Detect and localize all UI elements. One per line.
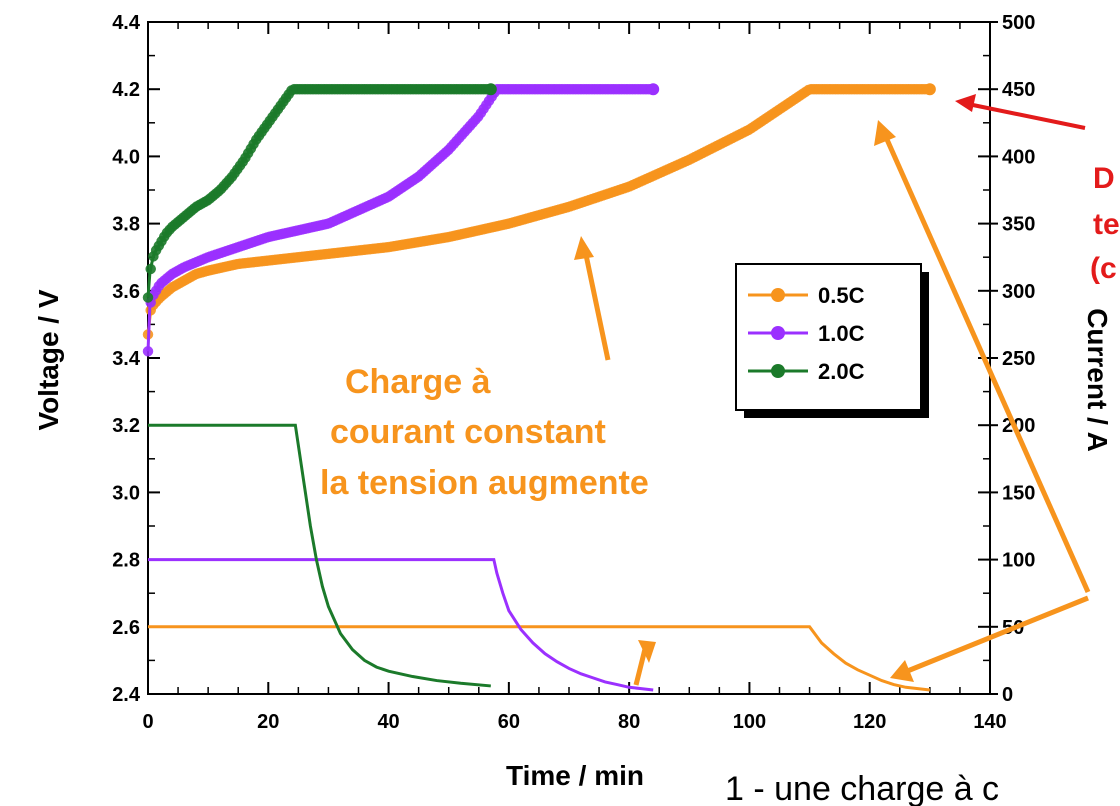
x-tick-label: 80 — [618, 711, 640, 733]
current-line-2_0C — [148, 423, 491, 688]
x-tick-label: 120 — [853, 711, 886, 733]
current-line-0_5C — [148, 625, 931, 692]
x-tick-label: 60 — [498, 711, 520, 733]
bottom-caption: 1 - une charge à c — [725, 770, 999, 806]
arrow-cv-voltage — [882, 133, 1091, 594]
x-tick-label: 140 — [973, 711, 1006, 733]
legend-marker — [771, 326, 785, 340]
annot-cc-line3: la tension augmente — [320, 464, 649, 502]
voltage-point — [142, 292, 154, 303]
legend-label: 0.5C — [818, 283, 865, 308]
y-right-tick-label: 0 — [1002, 684, 1013, 706]
y-right-tick-label: 100 — [1002, 550, 1035, 572]
legend-marker — [771, 288, 785, 302]
y-right-tick-label: 350 — [1002, 214, 1035, 236]
annot-cc-line1: Charge à — [345, 363, 491, 401]
voltage-point — [145, 263, 156, 275]
y-left-tick-label: 2.6 — [112, 617, 140, 639]
y-left-tick-label: 4.0 — [112, 146, 140, 168]
axis-ticks: 0 20 40 60 80 100 120 140 2.4 2.6 2.8 3.0 3.2 3.4 3.6 3… — [112, 12, 1035, 733]
y-left-tick-label: 3.4 — [112, 348, 141, 370]
y-left-tick-label: 3.8 — [112, 214, 140, 236]
y-right-tick-label: 400 — [1002, 146, 1035, 168]
x-tick-label: 0 — [142, 711, 153, 733]
voltage-markers-0_5C — [142, 83, 936, 340]
y-left-tick-label: 3.0 — [112, 482, 140, 504]
voltage-line-1_0C — [146, 87, 654, 352]
voltage-markers-2_0C — [142, 83, 497, 303]
arrowhead-cc-current — [638, 640, 656, 663]
arrowhead-cv-current — [890, 660, 914, 682]
annot-red-line3: (c — [1090, 252, 1117, 285]
y-left-tick-label: 2.8 — [112, 550, 140, 572]
y-right-axis-title: Current / A — [1082, 308, 1113, 452]
arrow-red — [967, 102, 1086, 130]
y-left-tick-label: 3.2 — [112, 415, 140, 437]
y-left-tick-label: 4.2 — [112, 79, 140, 101]
annot-red-line1: D — [1093, 162, 1115, 195]
voltage-markers-1_0C — [142, 83, 660, 357]
legend-box — [735, 263, 922, 411]
x-axis-title: Time / min — [506, 760, 644, 791]
y-right-tick-label: 150 — [1002, 482, 1035, 504]
annotation-arrows — [574, 94, 1091, 686]
current-line-1_0C — [148, 558, 654, 692]
series-layer — [142, 83, 936, 692]
y-right-tick-label: 300 — [1002, 281, 1035, 303]
arrow-cc-voltage — [582, 249, 611, 361]
y-left-tick-label: 3.6 — [112, 281, 140, 303]
x-tick-label: 100 — [733, 711, 766, 733]
voltage-end-point — [484, 83, 497, 96]
voltage-end-point — [923, 83, 936, 96]
x-tick-label: 20 — [257, 711, 279, 733]
y-left-axis-title: Voltage / V — [33, 289, 64, 430]
arrow-cv-current — [904, 595, 1089, 675]
voltage-point — [142, 346, 154, 357]
y-right-tick-label: 450 — [1002, 79, 1035, 101]
x-tick-label: 40 — [377, 711, 399, 733]
legend-marker — [771, 364, 785, 378]
legend-label: 2.0C — [818, 359, 865, 384]
y-left-tick-label: 2.4 — [112, 684, 141, 706]
arrowhead-red — [955, 94, 976, 112]
annot-cc-line2: courant constant — [330, 413, 606, 451]
arrowhead-cv-voltage — [874, 120, 896, 146]
legend: 0.5C 1.0C 2.0C — [735, 263, 929, 418]
legend-label: 1.0C — [818, 321, 865, 346]
y-right-tick-label: 500 — [1002, 12, 1035, 34]
arrowhead-cc-voltage — [574, 236, 594, 260]
voltage-end-point — [647, 83, 660, 96]
annot-red-line2: te — [1093, 208, 1120, 241]
y-left-tick-label: 4.4 — [112, 12, 141, 34]
y-right-tick-label: 250 — [1002, 348, 1035, 370]
